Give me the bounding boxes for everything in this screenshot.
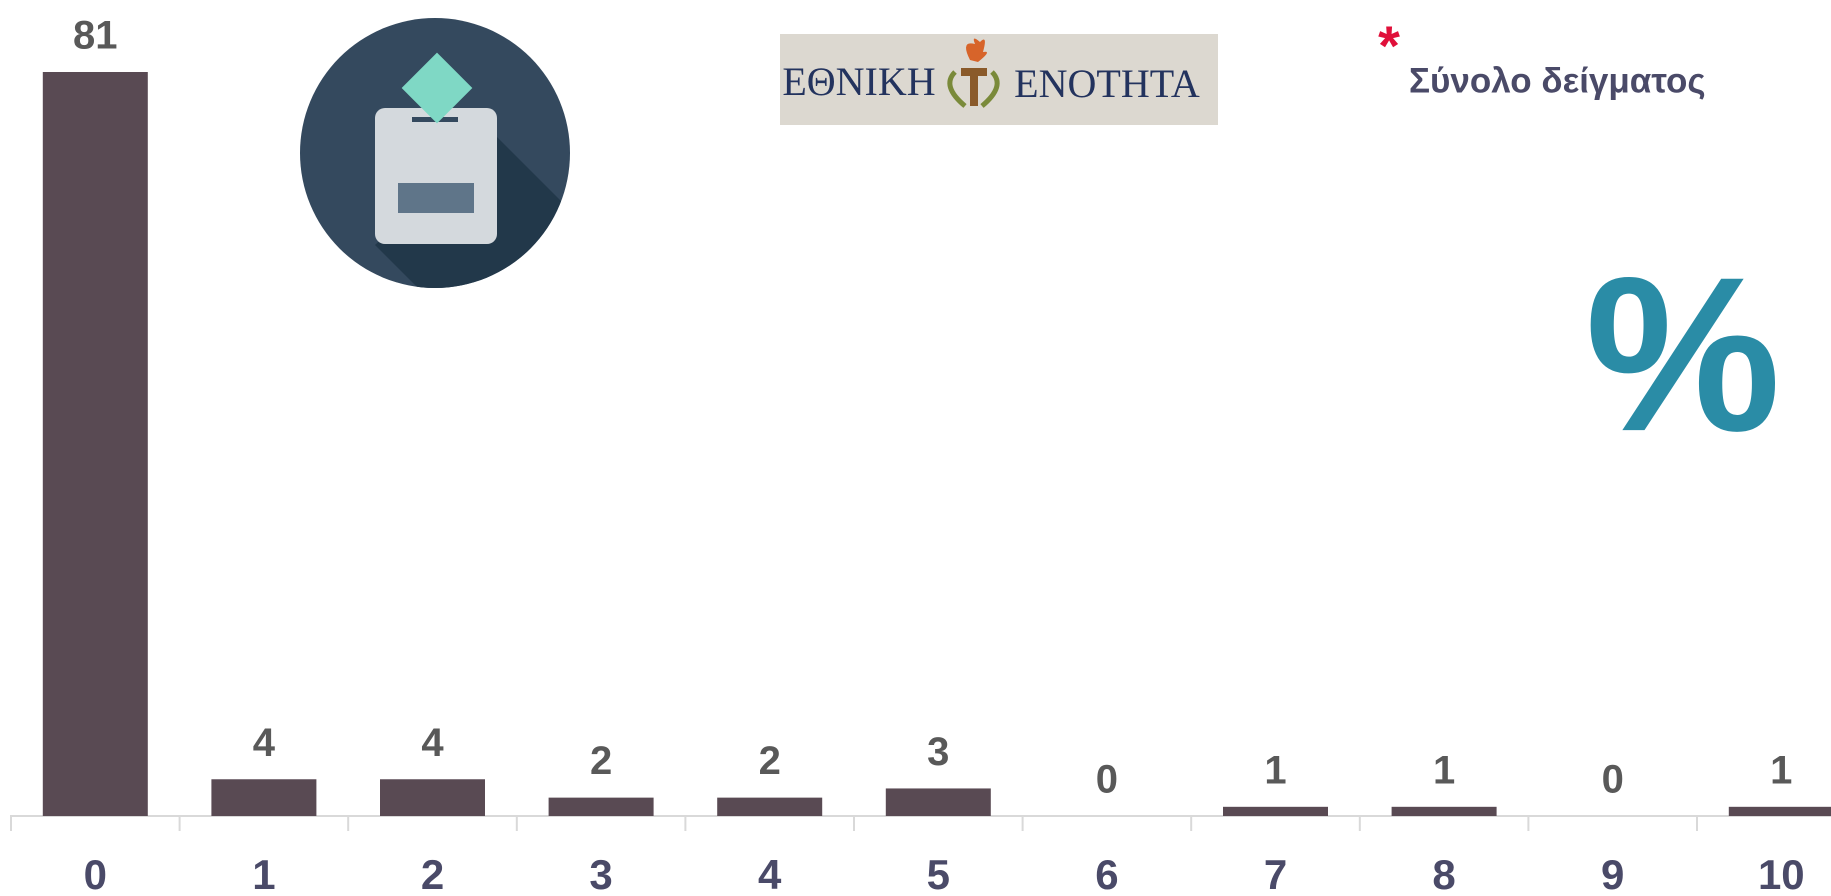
bar bbox=[380, 779, 485, 816]
value-label: 4 bbox=[421, 721, 444, 765]
value-label: 2 bbox=[590, 739, 612, 783]
value-label: 1 bbox=[1770, 748, 1792, 792]
legend-marker: * bbox=[1378, 14, 1400, 77]
bar bbox=[1223, 806, 1328, 816]
value-label: 0 bbox=[1602, 758, 1624, 802]
bar bbox=[885, 788, 991, 816]
bar bbox=[1728, 806, 1831, 816]
x-tick-label: 9 bbox=[1601, 851, 1624, 896]
logo-text: ΕΝΟΤΗΤΑ bbox=[1014, 61, 1200, 106]
ballot-icon bbox=[300, 18, 570, 288]
x-tick-label: 6 bbox=[1095, 851, 1118, 896]
x-tick-label: 5 bbox=[927, 851, 950, 896]
value-label: 0 bbox=[1096, 758, 1118, 802]
bar bbox=[211, 779, 317, 816]
party-logo: ΕΘΝΙΚΗ ΕΝΟΤΗΤΑ bbox=[780, 34, 1218, 125]
bar bbox=[548, 797, 654, 816]
value-label: 1 bbox=[1264, 748, 1286, 792]
bar bbox=[717, 797, 823, 816]
x-tick-label: 3 bbox=[589, 851, 612, 896]
x-tick-label: 1 bbox=[252, 851, 275, 896]
unit-symbol: % bbox=[1585, 231, 1781, 477]
x-tick-label: 4 bbox=[758, 851, 782, 896]
value-label: 3 bbox=[927, 730, 949, 774]
x-tick-label: 10 bbox=[1758, 851, 1805, 896]
legend-text: Σύνολο δείγματος bbox=[1409, 61, 1706, 100]
logo-text: ΕΘΝΙΚΗ bbox=[782, 59, 935, 104]
x-tick-label: 2 bbox=[421, 851, 444, 896]
bar bbox=[1391, 806, 1497, 816]
value-label: 81 bbox=[73, 14, 118, 58]
x-tick-label: 0 bbox=[84, 851, 107, 896]
bar bbox=[42, 72, 148, 816]
value-label: 4 bbox=[253, 721, 276, 765]
value-label: 1 bbox=[1433, 748, 1455, 792]
x-tick-label: 8 bbox=[1432, 851, 1455, 896]
value-label: 2 bbox=[759, 739, 781, 783]
x-tick-label: 7 bbox=[1264, 851, 1287, 896]
